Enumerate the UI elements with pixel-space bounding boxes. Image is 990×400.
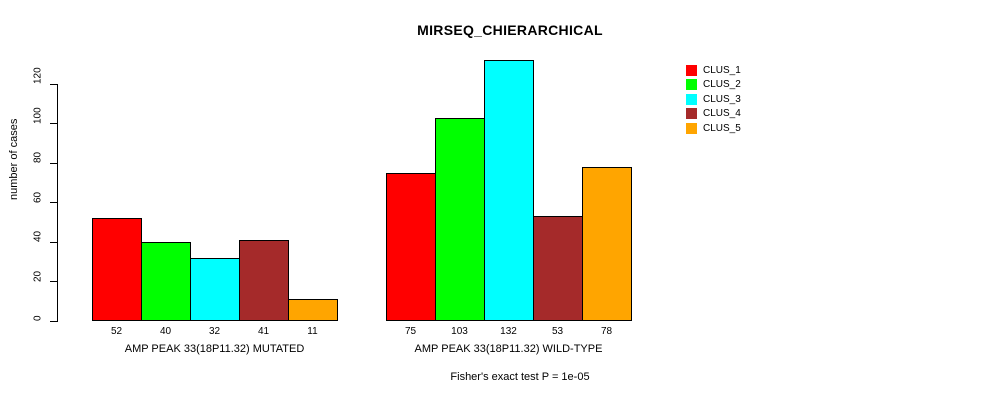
legend-item-clus_4: CLUS_4 (686, 107, 741, 122)
legend-label: CLUS_1 (703, 64, 741, 76)
y-tick (50, 281, 57, 282)
bar-clus_5-group2 (582, 167, 632, 321)
y-tick (50, 83, 57, 85)
bar-value-label: 78 (600, 326, 613, 337)
bar-clus_5-group1 (288, 299, 338, 321)
y-tick (50, 202, 57, 203)
legend-swatch-clus_4 (686, 108, 697, 120)
bar-value-label: 103 (451, 326, 468, 337)
legend-label: CLUS_4 (703, 108, 741, 120)
legend-swatch-clus_2 (686, 79, 697, 91)
y-tick (50, 320, 57, 322)
legend-swatch-clus_3 (686, 93, 697, 105)
legend-swatch-clus_1 (686, 64, 697, 76)
y-tick (50, 241, 57, 243)
bar-clus_1-group1 (92, 218, 142, 321)
bar-clus_4-group2 (533, 216, 583, 321)
bar-value-label: 41 (257, 326, 270, 337)
bar-clus_2-group2 (435, 118, 485, 321)
bar-clus_1-group2 (386, 173, 436, 321)
legend-label: CLUS_3 (703, 93, 741, 105)
legend: CLUS_1 CLUS_2 CLUS_3 CLUS_4 CLUS_5 (686, 63, 741, 136)
legend-item-clus_1: CLUS_1 (686, 63, 741, 78)
bar-clus_4-group1 (239, 240, 289, 321)
group-label-2: AMP PEAK 33(18P11.32) WILD-TYPE (414, 343, 603, 355)
bar-value-label: 40 (159, 326, 172, 337)
bar-value-label: 11 (307, 326, 318, 337)
bar-value-label: 75 (404, 326, 417, 337)
bar-value-label: 132 (500, 326, 517, 337)
bar-clus_3-group1 (190, 258, 240, 321)
legend-item-clus_5: CLUS_5 (686, 121, 741, 136)
y-tick (50, 123, 57, 124)
legend-item-clus_2: CLUS_2 (686, 78, 741, 93)
bar-clus_3-group2 (484, 60, 534, 321)
bar-value-label: 32 (208, 326, 221, 337)
y-axis-line (57, 84, 58, 322)
legend-item-clus_3: CLUS_3 (686, 92, 741, 107)
legend-swatch-clus_5 (686, 122, 697, 134)
legend-label: CLUS_2 (703, 79, 741, 91)
bar-value-label: 52 (110, 326, 123, 337)
legend-label: CLUS_5 (703, 122, 741, 134)
chart-title: MIRSEQ_CHIERARCHICAL (417, 22, 603, 38)
bar-clus_2-group1 (141, 242, 191, 321)
y-tick (50, 162, 57, 164)
fisher-test-note: Fisher's exact test P = 1e-05 (450, 371, 590, 383)
group-label-1: AMP PEAK 33(18P11.32) MUTATED (124, 343, 305, 355)
bar-value-label: 53 (551, 326, 564, 337)
